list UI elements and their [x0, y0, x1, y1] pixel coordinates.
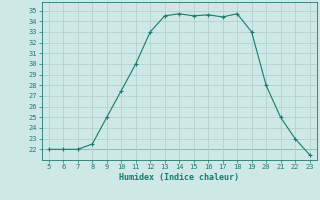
X-axis label: Humidex (Indice chaleur): Humidex (Indice chaleur) [119, 173, 239, 182]
